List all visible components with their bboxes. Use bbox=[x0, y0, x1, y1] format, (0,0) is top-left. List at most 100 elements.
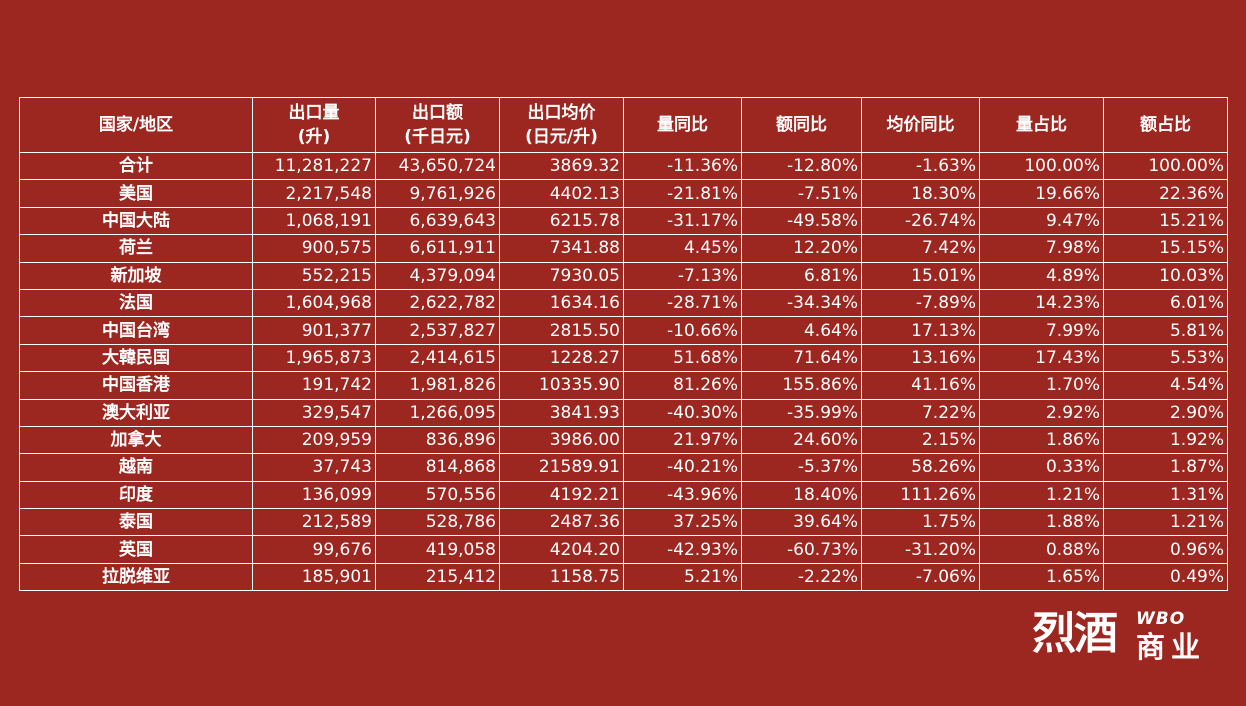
table-row: 中国香港 191,742 1,981,826 10335.90 81.26% 155.86… bbox=[19, 371, 1228, 400]
cell-volume: 191,742 bbox=[252, 371, 376, 400]
column-header-value-yoy: 额同比 bbox=[741, 97, 862, 153]
cell-value-yoy: -5.37% bbox=[741, 453, 862, 482]
cell-avg-price-yoy: 15.01% bbox=[861, 261, 980, 290]
cell-volume: 2,217,548 bbox=[252, 179, 376, 208]
cell-volume-yoy: 81.26% bbox=[623, 371, 742, 400]
cell-avg-price-yoy: -26.74% bbox=[861, 206, 980, 236]
cell-volume: 99,676 bbox=[252, 535, 376, 564]
cell-value-share: 1.31% bbox=[1103, 480, 1228, 510]
cell-value-yoy: 12.20% bbox=[741, 234, 862, 263]
column-header-avg-price: 出口均价 (日元/升) bbox=[499, 97, 624, 153]
cell-avg-price: 21589.91 bbox=[499, 453, 624, 482]
cell-value: 1,981,826 bbox=[375, 371, 500, 400]
cell-volume-share: 7.99% bbox=[979, 316, 1104, 345]
cell-volume-share: 17.43% bbox=[979, 343, 1104, 373]
logo-main-text: 烈酒 bbox=[1032, 608, 1118, 659]
region-name-cell: 中国香港 bbox=[19, 371, 253, 400]
region-name-cell: 印度 bbox=[19, 480, 253, 510]
cell-value: 215,412 bbox=[375, 562, 500, 592]
cell-volume-share: 14.23% bbox=[979, 288, 1104, 318]
table-row: 英国 99,676 419,058 4204.20 -42.93% -60.73% -31.… bbox=[19, 535, 1228, 564]
cell-volume-yoy: -28.71% bbox=[623, 288, 742, 318]
cell-volume-yoy: -21.81% bbox=[623, 179, 742, 208]
cell-volume: 136,099 bbox=[252, 480, 376, 510]
cell-value: 6,611,911 bbox=[375, 234, 500, 263]
cell-volume-yoy: 5.21% bbox=[623, 562, 742, 592]
cell-avg-price: 1634.16 bbox=[499, 288, 624, 318]
cell-value-yoy: -7.51% bbox=[741, 179, 862, 208]
cell-avg-price: 2815.50 bbox=[499, 316, 624, 345]
cell-avg-price: 4402.13 bbox=[499, 179, 624, 208]
cell-volume-yoy: -10.66% bbox=[623, 316, 742, 345]
region-name-cell: 越南 bbox=[19, 453, 253, 482]
cell-volume-yoy: 4.45% bbox=[623, 234, 742, 263]
table-row: 法国 1,604,968 2,622,782 1634.16 -28.71% -34.34… bbox=[19, 288, 1228, 318]
cell-value-yoy: -34.34% bbox=[741, 288, 862, 318]
table-row: 泰国 212,589 528,786 2487.36 37.25% 39.64% 1.75%… bbox=[19, 508, 1228, 537]
cell-avg-price: 10335.90 bbox=[499, 371, 624, 400]
column-header-line: 均价同比 bbox=[886, 115, 955, 135]
cell-volume: 900,575 bbox=[252, 234, 376, 263]
cell-avg-price: 6215.78 bbox=[499, 206, 624, 236]
logo-latin-text: WBO bbox=[1136, 609, 1186, 629]
column-header-volume-share: 量占比 bbox=[979, 97, 1104, 153]
cell-value-yoy: 4.64% bbox=[741, 316, 862, 345]
cell-volume-share: 0.88% bbox=[979, 535, 1104, 564]
total-row: 合计 11,281,227 43,650,724 3869.32 -11.36% -12.… bbox=[19, 151, 1228, 181]
table-row: 澳大利亚 329,547 1,266,095 3841.93 -40.30% -35.99… bbox=[19, 398, 1228, 427]
table-row: 越南 37,743 814,868 21589.91 -40.21% -5.37% 58.2… bbox=[19, 453, 1228, 482]
region-name-cell: 英国 bbox=[19, 535, 253, 564]
cell-volume-share: 1.86% bbox=[979, 425, 1104, 455]
cell-volume-yoy: 51.68% bbox=[623, 343, 742, 373]
cell-volume: 1,604,968 bbox=[252, 288, 376, 318]
cell-value-yoy: 71.64% bbox=[741, 343, 862, 373]
cell-avg-price-yoy: -7.89% bbox=[861, 288, 980, 318]
logo-sub-text: 商业 bbox=[1136, 630, 1207, 664]
column-header-line: 国家/地区 bbox=[98, 115, 174, 135]
region-name-cell: 泰国 bbox=[19, 508, 253, 537]
cell-avg-price-yoy: 7.42% bbox=[861, 234, 980, 263]
cell-avg-price-yoy: -7.06% bbox=[861, 562, 980, 592]
cell-value: 814,868 bbox=[375, 453, 500, 482]
region-name-cell: 加拿大 bbox=[19, 425, 253, 455]
column-header-line: (升) bbox=[297, 127, 331, 147]
cell-avg-price-yoy: 111.26% bbox=[861, 480, 980, 510]
region-name-cell: 拉脱维亚 bbox=[19, 562, 253, 592]
cell-volume: 185,901 bbox=[252, 562, 376, 592]
column-header-value: 出口额 (千日元) bbox=[375, 97, 500, 153]
column-header-avg-price-yoy: 均价同比 bbox=[861, 97, 980, 153]
cell-value-share: 22.36% bbox=[1103, 179, 1228, 208]
cell-value-share: 1.92% bbox=[1103, 425, 1228, 455]
cell-volume: 552,215 bbox=[252, 261, 376, 290]
region-name-cell: 合计 bbox=[19, 151, 253, 181]
cell-value: 836,896 bbox=[375, 425, 500, 455]
cell-volume-yoy: -11.36% bbox=[623, 151, 742, 181]
cell-volume-share: 2.92% bbox=[979, 398, 1104, 427]
cell-value-share: 15.21% bbox=[1103, 206, 1228, 236]
cell-avg-price-yoy: 18.30% bbox=[861, 179, 980, 208]
table-row: 大韓民国 1,965,873 2,414,615 1228.27 51.68% 71.64… bbox=[19, 343, 1228, 373]
region-name-cell: 新加坡 bbox=[19, 261, 253, 290]
cell-value: 2,414,615 bbox=[375, 343, 500, 373]
cell-value-share: 1.21% bbox=[1103, 508, 1228, 537]
cell-volume-yoy: -31.17% bbox=[623, 206, 742, 236]
cell-volume-share: 0.33% bbox=[979, 453, 1104, 482]
cell-value: 43,650,724 bbox=[375, 151, 500, 181]
cell-volume-share: 4.89% bbox=[979, 261, 1104, 290]
table-row: 新加坡 552,215 4,379,094 7930.05 -7.13% 6.81% 15.… bbox=[19, 261, 1228, 290]
column-header-region: 国家/地区 bbox=[19, 97, 253, 153]
cell-avg-price: 1228.27 bbox=[499, 343, 624, 373]
cell-value: 1,266,095 bbox=[375, 398, 500, 427]
region-name-cell: 美国 bbox=[19, 179, 253, 208]
table-row: 加拿大 209,959 836,896 3986.00 21.97% 24.60% 2.15… bbox=[19, 425, 1228, 455]
cell-value-share: 0.49% bbox=[1103, 562, 1228, 592]
region-name-cell: 法国 bbox=[19, 288, 253, 318]
cell-avg-price: 1158.75 bbox=[499, 562, 624, 592]
cell-avg-price-yoy: 1.75% bbox=[861, 508, 980, 537]
cell-value: 4,379,094 bbox=[375, 261, 500, 290]
cell-avg-price: 3841.93 bbox=[499, 398, 624, 427]
cell-value-yoy: -49.58% bbox=[741, 206, 862, 236]
cell-avg-price: 7930.05 bbox=[499, 261, 624, 290]
column-header-line: 额占比 bbox=[1140, 115, 1191, 135]
cell-volume-share: 1.65% bbox=[979, 562, 1104, 592]
